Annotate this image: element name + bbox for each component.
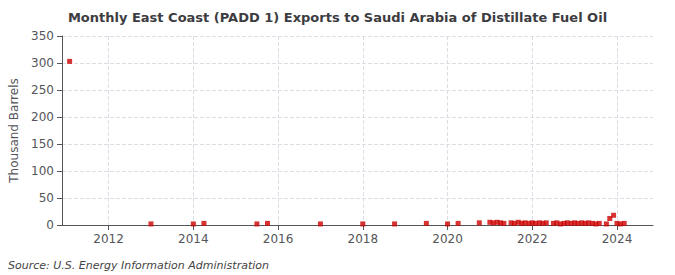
svg-text:Thousand Barrels: Thousand Barrels xyxy=(7,78,21,183)
svg-text:300: 300 xyxy=(31,56,54,70)
svg-text:Monthly East Coast (PADD 1) Ex: Monthly East Coast (PADD 1) Exports to S… xyxy=(68,10,607,25)
svg-text:250: 250 xyxy=(31,83,54,97)
svg-text:2012: 2012 xyxy=(93,232,124,246)
svg-text:2020: 2020 xyxy=(432,232,463,246)
svg-text:350: 350 xyxy=(31,29,54,43)
svg-text:2024: 2024 xyxy=(602,232,633,246)
svg-text:2018: 2018 xyxy=(348,232,379,246)
svg-text:Source: U.S. Energy Informatio: Source: U.S. Energy Information Administ… xyxy=(8,259,269,272)
svg-text:2014: 2014 xyxy=(178,232,209,246)
svg-text:50: 50 xyxy=(39,191,54,205)
svg-text:150: 150 xyxy=(31,137,54,151)
svg-text:100: 100 xyxy=(31,164,54,178)
svg-text:2016: 2016 xyxy=(263,232,294,246)
svg-text:2022: 2022 xyxy=(517,232,548,246)
svg-text:200: 200 xyxy=(31,110,54,124)
svg-text:0: 0 xyxy=(46,218,54,232)
